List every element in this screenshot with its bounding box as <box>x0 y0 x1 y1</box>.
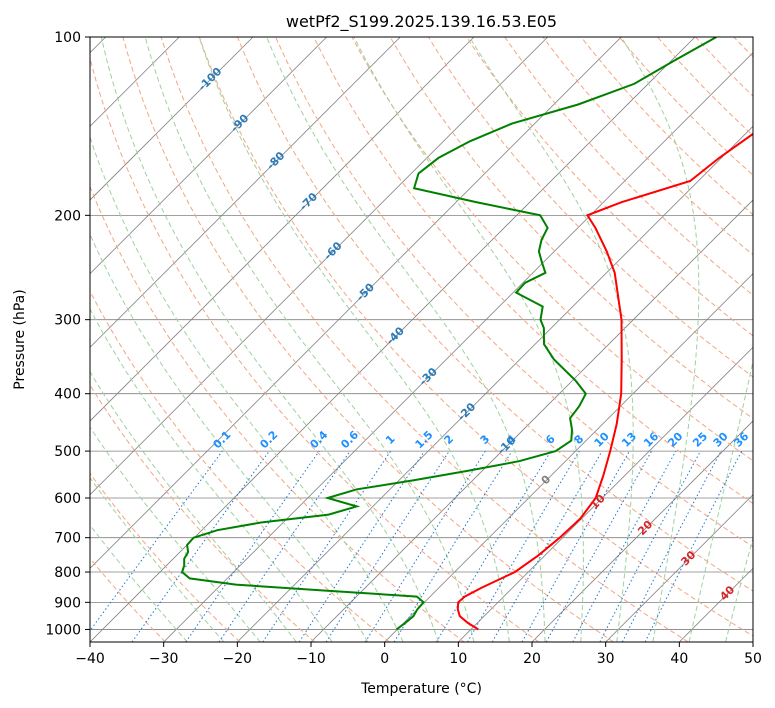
y-tick-label: 800 <box>54 565 81 581</box>
dry-adiabat-line <box>237 37 753 592</box>
mixing-ratio-line <box>521 450 630 642</box>
x-tick-label: 40 <box>670 651 688 667</box>
isotherm-line <box>90 37 327 275</box>
y-tick-label: 400 <box>54 387 81 403</box>
moist-adiabat-line <box>353 37 584 642</box>
mixing-ratio-line <box>90 450 223 632</box>
mixing-ratio-line <box>467 450 580 642</box>
x-tick-label: −40 <box>75 651 105 667</box>
moist-adiabat-line <box>90 308 333 642</box>
mixing-ratio-line <box>325 450 450 642</box>
dewpoint-trace <box>180 37 717 631</box>
dry-adiabat-line <box>90 384 316 642</box>
moist-adiabat-line <box>725 536 753 642</box>
dry-adiabat-line <box>580 37 753 216</box>
background-lines <box>90 37 753 642</box>
isotherm-line <box>90 37 622 569</box>
x-tick-label: 20 <box>523 651 541 667</box>
x-tick-label: 10 <box>449 651 467 667</box>
dry-adiabat-line <box>466 37 753 337</box>
x-tick-label: −30 <box>149 651 179 667</box>
moist-adiabat-line <box>688 358 753 642</box>
sounding-traces <box>180 37 753 631</box>
isotherm-line <box>90 37 475 422</box>
y-tick-label: 900 <box>54 595 81 611</box>
moist-adiabat-line <box>100 37 439 642</box>
isotherm-line <box>163 52 753 642</box>
mixing-ratio-line <box>218 450 351 642</box>
dry-adiabat-line <box>504 37 753 296</box>
plot-frame <box>89 36 754 643</box>
x-tick-label: −20 <box>223 651 253 667</box>
x-tick-label: 0 <box>380 651 389 667</box>
dry-adiabat-line <box>160 37 689 642</box>
y-tick-label: 600 <box>54 491 81 507</box>
mixing-ratio-line <box>572 450 677 642</box>
dry-adiabat-line <box>90 56 540 642</box>
moist-adiabat-line <box>144 37 475 642</box>
mixing-ratio-line <box>185 450 320 642</box>
x-tick-label: −10 <box>296 651 326 667</box>
isotherm-line <box>90 37 401 348</box>
isotherm-line <box>237 125 753 642</box>
dry-adiabat-line <box>351 37 753 462</box>
y-axis-title: Pressure (hPa) <box>12 289 28 389</box>
y-tick-label: 200 <box>54 208 81 224</box>
isotherm-line <box>310 199 753 642</box>
dry-adiabat-line <box>122 37 614 642</box>
mixing-ratio-line <box>491 450 603 642</box>
x-tick-label: 50 <box>744 651 762 667</box>
x-tick-label: 30 <box>597 651 615 667</box>
dry-adiabat-line <box>275 37 753 548</box>
moist-adiabat-line <box>620 37 700 642</box>
isotherm-line <box>605 494 753 642</box>
isotherm-line <box>90 37 548 496</box>
isotherm-line <box>458 346 753 642</box>
x-axis-title: Temperature (°C) <box>360 681 482 697</box>
chart-title: wetPf2_S199.2025.139.16.53.E05 <box>286 12 557 32</box>
moist-adiabat-line <box>266 37 546 642</box>
moist-adiabat-line <box>90 232 369 642</box>
axis-ticks: −40 −30 −20 −10 0 10 20 30 40 50 100 200 300 400 500 60… <box>45 30 762 667</box>
y-tick-label: 700 <box>54 531 81 547</box>
moist-adiabat-line <box>90 135 404 642</box>
mixing-ratio-line <box>364 450 486 642</box>
mixing-ratio-line <box>393 450 513 642</box>
moist-adiabat-line <box>90 476 225 642</box>
isotherm-line <box>384 273 753 642</box>
y-tick-label: 1000 <box>45 622 81 638</box>
y-tick-label: 100 <box>54 30 81 46</box>
mixing-ratio-line <box>435 450 552 642</box>
isotherm-line <box>90 37 254 201</box>
mixing-ratio-line <box>545 450 653 642</box>
moist-adiabat-line <box>198 37 510 642</box>
dry-adiabat-line <box>90 290 390 642</box>
moist-adiabat-line <box>90 426 261 642</box>
y-tick-label: 300 <box>54 313 81 329</box>
y-tick-label: 500 <box>54 444 81 460</box>
temperature-trace <box>456 132 753 631</box>
mixing-ratio-line <box>131 450 270 642</box>
isotherm-line <box>531 420 753 642</box>
dry-adiabat-line <box>90 472 241 642</box>
